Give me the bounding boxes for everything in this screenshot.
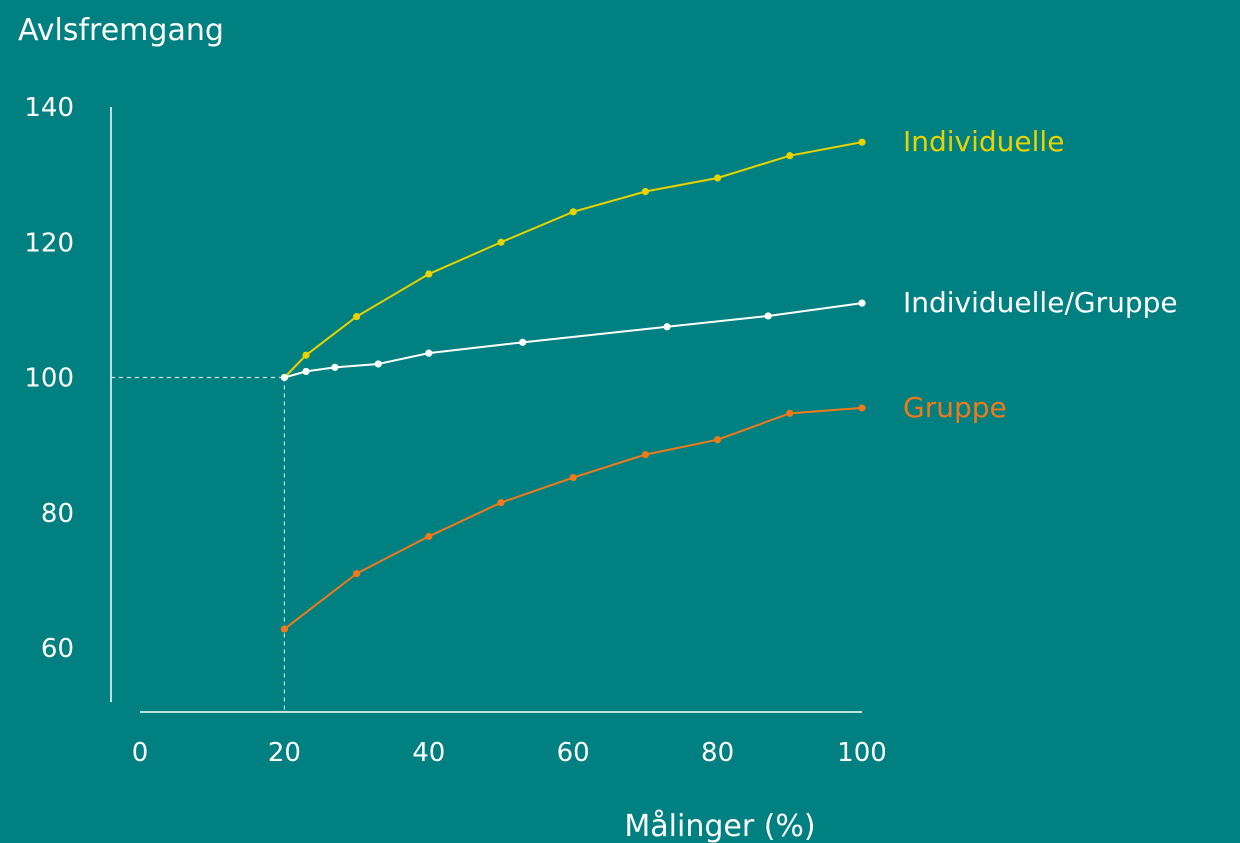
x-tick-label: 100 (837, 738, 887, 768)
y-tick-label: 80 (41, 499, 74, 529)
y-tick-label: 60 (41, 634, 74, 664)
data-point (331, 363, 339, 371)
data-point (569, 208, 577, 216)
y-tick-labels: 60 80 100 120 140 (24, 93, 74, 664)
data-point (641, 187, 650, 196)
x-tick-label: 20 (268, 738, 301, 768)
data-point (374, 360, 382, 368)
series-layer (280, 138, 866, 633)
data-point (302, 351, 310, 359)
series-3 (280, 404, 866, 633)
y-tick-label: 100 (24, 364, 74, 394)
x-tick-label: 40 (412, 738, 445, 768)
series-labels: Individuelle Individuelle/Gruppe Gruppe (903, 125, 1178, 424)
series-label: Individuelle/Gruppe (903, 286, 1178, 319)
y-tick-label: 140 (24, 93, 74, 123)
series-label: Gruppe (903, 391, 1007, 424)
data-point (497, 238, 505, 246)
data-point (714, 174, 722, 182)
data-point (786, 409, 794, 417)
data-point (714, 436, 722, 444)
series-line (283, 406, 863, 630)
data-point (425, 349, 433, 357)
data-point (280, 625, 288, 633)
data-point (663, 323, 671, 331)
series-2 (280, 299, 866, 382)
data-point (497, 499, 505, 507)
data-point (786, 152, 794, 160)
data-point (425, 532, 433, 541)
data-point (858, 299, 866, 307)
x-tick-label: 60 (557, 738, 590, 768)
data-point (858, 138, 866, 146)
data-point (353, 313, 361, 321)
x-tick-labels: 0 20 40 60 80 100 (132, 738, 887, 768)
data-point (302, 367, 310, 376)
data-point (858, 404, 866, 412)
series-line (284, 302, 863, 379)
data-point (425, 270, 433, 278)
x-tick-label: 80 (701, 738, 734, 768)
series-1 (280, 138, 866, 382)
y-tick-label: 120 (24, 228, 74, 258)
data-point (519, 338, 527, 346)
data-point (353, 570, 361, 578)
data-point (280, 373, 288, 382)
x-tick-label: 0 (132, 738, 149, 768)
series-label: Individuelle (903, 125, 1064, 158)
data-point (764, 312, 772, 320)
series-line (283, 141, 863, 379)
data-point (641, 450, 650, 459)
x-axis-label: Målinger (%) (624, 809, 815, 843)
data-point (569, 473, 577, 482)
y-axis-label: Avlsfremgang (18, 13, 224, 48)
